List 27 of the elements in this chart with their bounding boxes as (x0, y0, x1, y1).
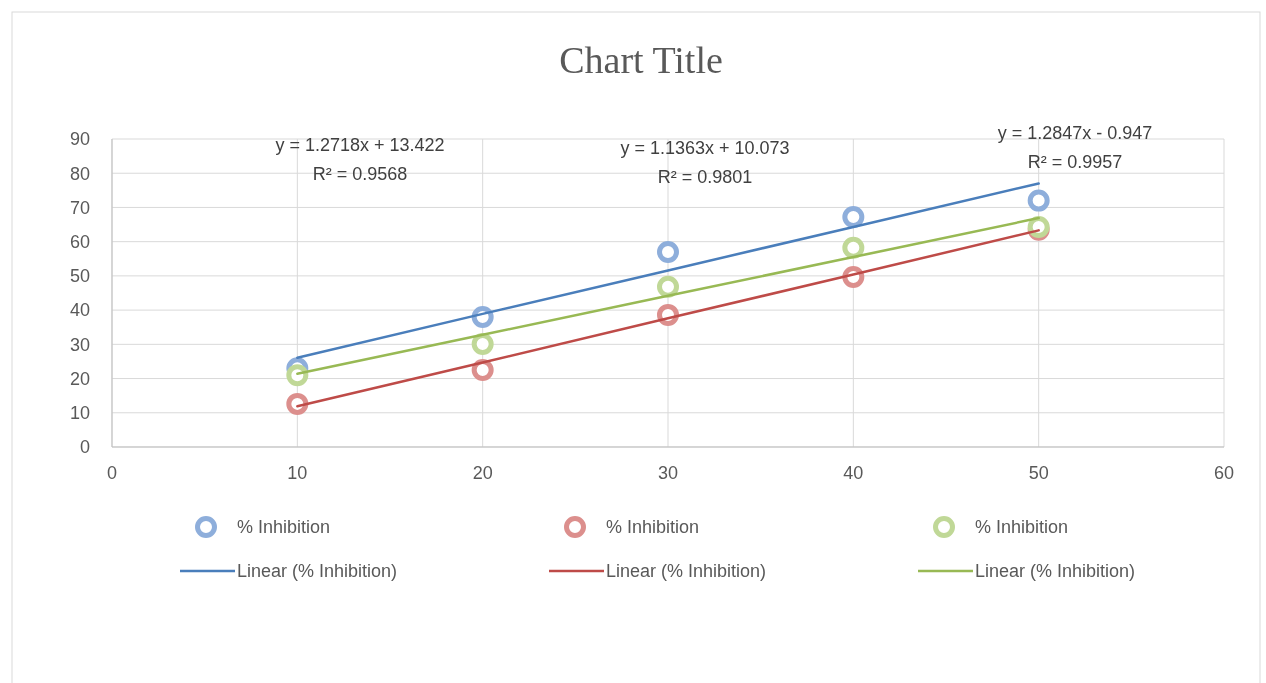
y-tick-label: 20 (69, 368, 90, 389)
legend-label: % Inhibition (975, 517, 1069, 538)
annotation: y = 1.2847x - 0.947 R² = 0.9957 (997, 123, 1153, 173)
x-tick-label: 20 (472, 463, 493, 483)
x-tick-label: 0 (106, 463, 118, 483)
y-tick-label: 80 (69, 163, 90, 184)
y-tick-label: 70 (69, 197, 90, 218)
y-tick-label: 50 (69, 266, 90, 287)
x-tick-label: 30 (657, 463, 679, 483)
legend-label: Linear (% Inhibition) (237, 561, 398, 582)
legend-label: % Inhibition (237, 517, 331, 538)
x-tick-label: 40 (843, 463, 864, 483)
chart-title: Chart Title (559, 39, 723, 81)
y-tick-label: 0 (79, 437, 90, 458)
legend-label: Linear (% Inhibition) (606, 561, 767, 582)
y-tick-label: 10 (69, 403, 90, 424)
legend-label: % Inhibition (606, 517, 700, 538)
x-tick-label: 10 (287, 463, 308, 483)
legend-label: Linear (% Inhibition) (975, 561, 1136, 582)
x-tick-label: 60 (1213, 463, 1235, 483)
y-tick-label: 60 (69, 231, 90, 252)
annotation: y = 1.1363x + 10.073 R² = 0.9801 (620, 138, 790, 188)
annotation: y = 1.2718x + 13.422 R² = 0.9568 (275, 135, 445, 185)
y-tick-label: 90 (69, 129, 90, 150)
y-tick-label: 40 (69, 300, 90, 321)
x-tick-label: 50 (1028, 463, 1049, 483)
y-tick-label: 30 (69, 334, 90, 355)
